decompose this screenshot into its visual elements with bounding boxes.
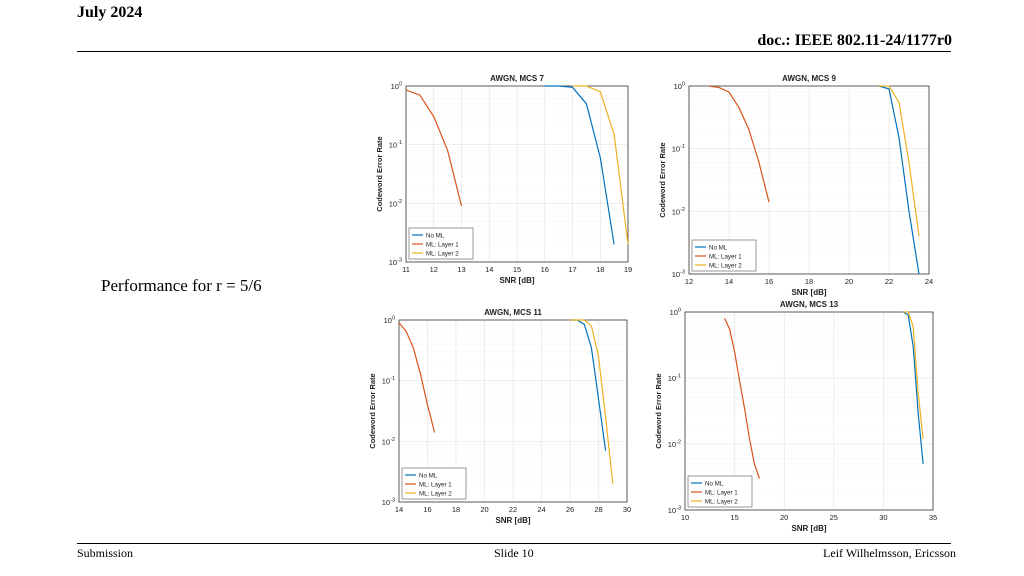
series-line-layer1 — [724, 318, 760, 479]
x-tick-label: 20 — [845, 277, 853, 286]
x-tick-label: 16 — [541, 265, 549, 274]
legend-entry: ML: Layer 1 — [426, 242, 459, 249]
footer-slide-number: Slide 10 — [494, 546, 534, 560]
legend-entry: ML: Layer 2 — [426, 251, 459, 258]
y-tick-label: 10-1 — [668, 374, 681, 384]
x-tick-label: 16 — [765, 277, 773, 286]
x-tick-label: 16 — [423, 505, 431, 514]
y-tick-label: 10-1 — [672, 144, 685, 154]
header-date: July 2024 — [77, 4, 143, 21]
legend-entry: No ML — [709, 245, 728, 252]
legend-entry: No ML — [419, 473, 438, 480]
axes-frame — [398, 319, 628, 503]
x-tick-label: 18 — [596, 265, 604, 274]
footer-rule — [77, 543, 951, 544]
y-tick-label: 10-2 — [389, 199, 402, 209]
x-axis-label: SNR [dB] — [499, 276, 534, 285]
series-line-no-ml — [902, 311, 924, 464]
y-tick-label: 10-3 — [389, 258, 402, 268]
legend-entry: ML: Layer 2 — [419, 491, 452, 498]
axes-frame — [684, 311, 934, 511]
x-tick-label: 35 — [929, 513, 937, 522]
series-line-layer2 — [903, 311, 924, 439]
y-axis-label: Codeword Error Rate — [654, 373, 663, 448]
x-tick-label: 22 — [509, 505, 517, 514]
legend-entry: ML: Layer 1 — [705, 490, 738, 497]
series-line-layer2 — [879, 85, 920, 237]
series-line-layer1 — [398, 322, 436, 433]
x-tick-label: 25 — [830, 513, 838, 522]
y-axis-label: Codeword Error Rate — [658, 142, 667, 217]
x-tick-label: 14 — [725, 277, 733, 286]
legend-entry: No ML — [426, 233, 445, 240]
y-tick-label: 10-1 — [382, 376, 395, 386]
x-tick-label: 18 — [452, 505, 460, 514]
axes-frame — [405, 85, 629, 263]
chart-title: AWGN, MCS 9 — [782, 74, 836, 83]
x-tick-label: 13 — [457, 265, 465, 274]
y-axis-label: Codeword Error Rate — [375, 136, 384, 211]
y-tick-label: 10-3 — [382, 498, 395, 508]
chart-title: AWGN, MCS 11 — [484, 308, 542, 317]
footer-author: Leif Wilhelmsson, Ericsson — [823, 546, 956, 560]
legend-entry: ML: Layer 2 — [709, 263, 742, 270]
x-tick-label: 28 — [594, 505, 602, 514]
y-tick-label: 10-3 — [668, 506, 681, 516]
y-tick-label: 10-2 — [382, 437, 395, 447]
series-line-layer1 — [708, 85, 770, 203]
legend-entry: ML: Layer 2 — [705, 499, 738, 506]
x-tick-label: 22 — [885, 277, 893, 286]
x-tick-label: 20 — [480, 505, 488, 514]
chart-mcs11: 14 16 18 20 22 24 26 28 30 100 10-1 10-2 10-3 AWGN, M… — [368, 308, 631, 525]
series-line-layer1 — [405, 89, 463, 207]
chart-mcs7: 11 12 13 14 15 16 17 18 19 100 10-1 10-2 10-3 AWGN, M… — [375, 74, 632, 285]
x-tick-label: 30 — [879, 513, 887, 522]
x-tick-label: 15 — [513, 265, 521, 274]
x-tick-label: 30 — [623, 505, 631, 514]
legend-entry: ML: Layer 1 — [419, 482, 452, 489]
legend-entry: No ML — [705, 481, 724, 488]
y-tick-label: 100 — [391, 82, 402, 92]
legend-entry: ML: Layer 1 — [709, 254, 742, 261]
chart-title: AWGN, MCS 7 — [490, 74, 544, 83]
x-tick-label: 20 — [780, 513, 788, 522]
x-tick-label: 17 — [568, 265, 576, 274]
x-axis-label: SNR [dB] — [495, 516, 530, 525]
y-tick-label: 10-1 — [389, 140, 402, 150]
x-tick-label: 24 — [537, 505, 545, 514]
footer-submission: Submission — [77, 546, 134, 560]
x-tick-label: 18 — [805, 277, 813, 286]
x-tick-label: 19 — [624, 265, 632, 274]
x-tick-label: 14 — [395, 505, 403, 514]
x-tick-label: 11 — [402, 265, 410, 274]
y-tick-label: 10-2 — [672, 207, 685, 217]
x-tick-label: 12 — [685, 277, 693, 286]
y-tick-label: 100 — [384, 316, 395, 326]
series-line-layer2 — [570, 319, 614, 484]
header-doc-id: doc.: IEEE 802.11-24/1177r0 — [757, 32, 952, 49]
x-axis-label: SNR [dB] — [791, 524, 826, 533]
y-tick-label: 100 — [674, 82, 685, 92]
x-tick-label: 15 — [730, 513, 738, 522]
series-line-no-ml — [544, 85, 615, 245]
chart-mcs13: 10 15 20 25 30 35 100 10-1 10-2 10-3 AWGN, MCS 13 S… — [654, 300, 937, 533]
side-caption: Performance for r = 5/6 — [101, 276, 262, 295]
x-tick-label: 14 — [485, 265, 493, 274]
x-tick-label: 24 — [925, 277, 933, 286]
x-tick-label: 10 — [681, 513, 689, 522]
y-axis-label: Codeword Error Rate — [368, 373, 377, 448]
header-rule — [77, 51, 951, 52]
y-tick-label: 100 — [670, 308, 681, 318]
series-line-layer2 — [572, 85, 629, 245]
chart-title: AWGN, MCS 13 — [780, 300, 839, 309]
x-tick-label: 26 — [566, 505, 574, 514]
y-tick-label: 10-3 — [672, 270, 685, 280]
y-tick-label: 10-2 — [668, 440, 681, 450]
x-tick-label: 12 — [430, 265, 438, 274]
x-axis-label: SNR [dB] — [791, 288, 826, 297]
series-line-no-ml — [878, 85, 920, 275]
chart-mcs9: 12 14 16 18 20 22 24 100 10-1 10-2 10-3 AWGN, MCS 9… — [658, 74, 933, 297]
axes-frame — [688, 85, 930, 275]
